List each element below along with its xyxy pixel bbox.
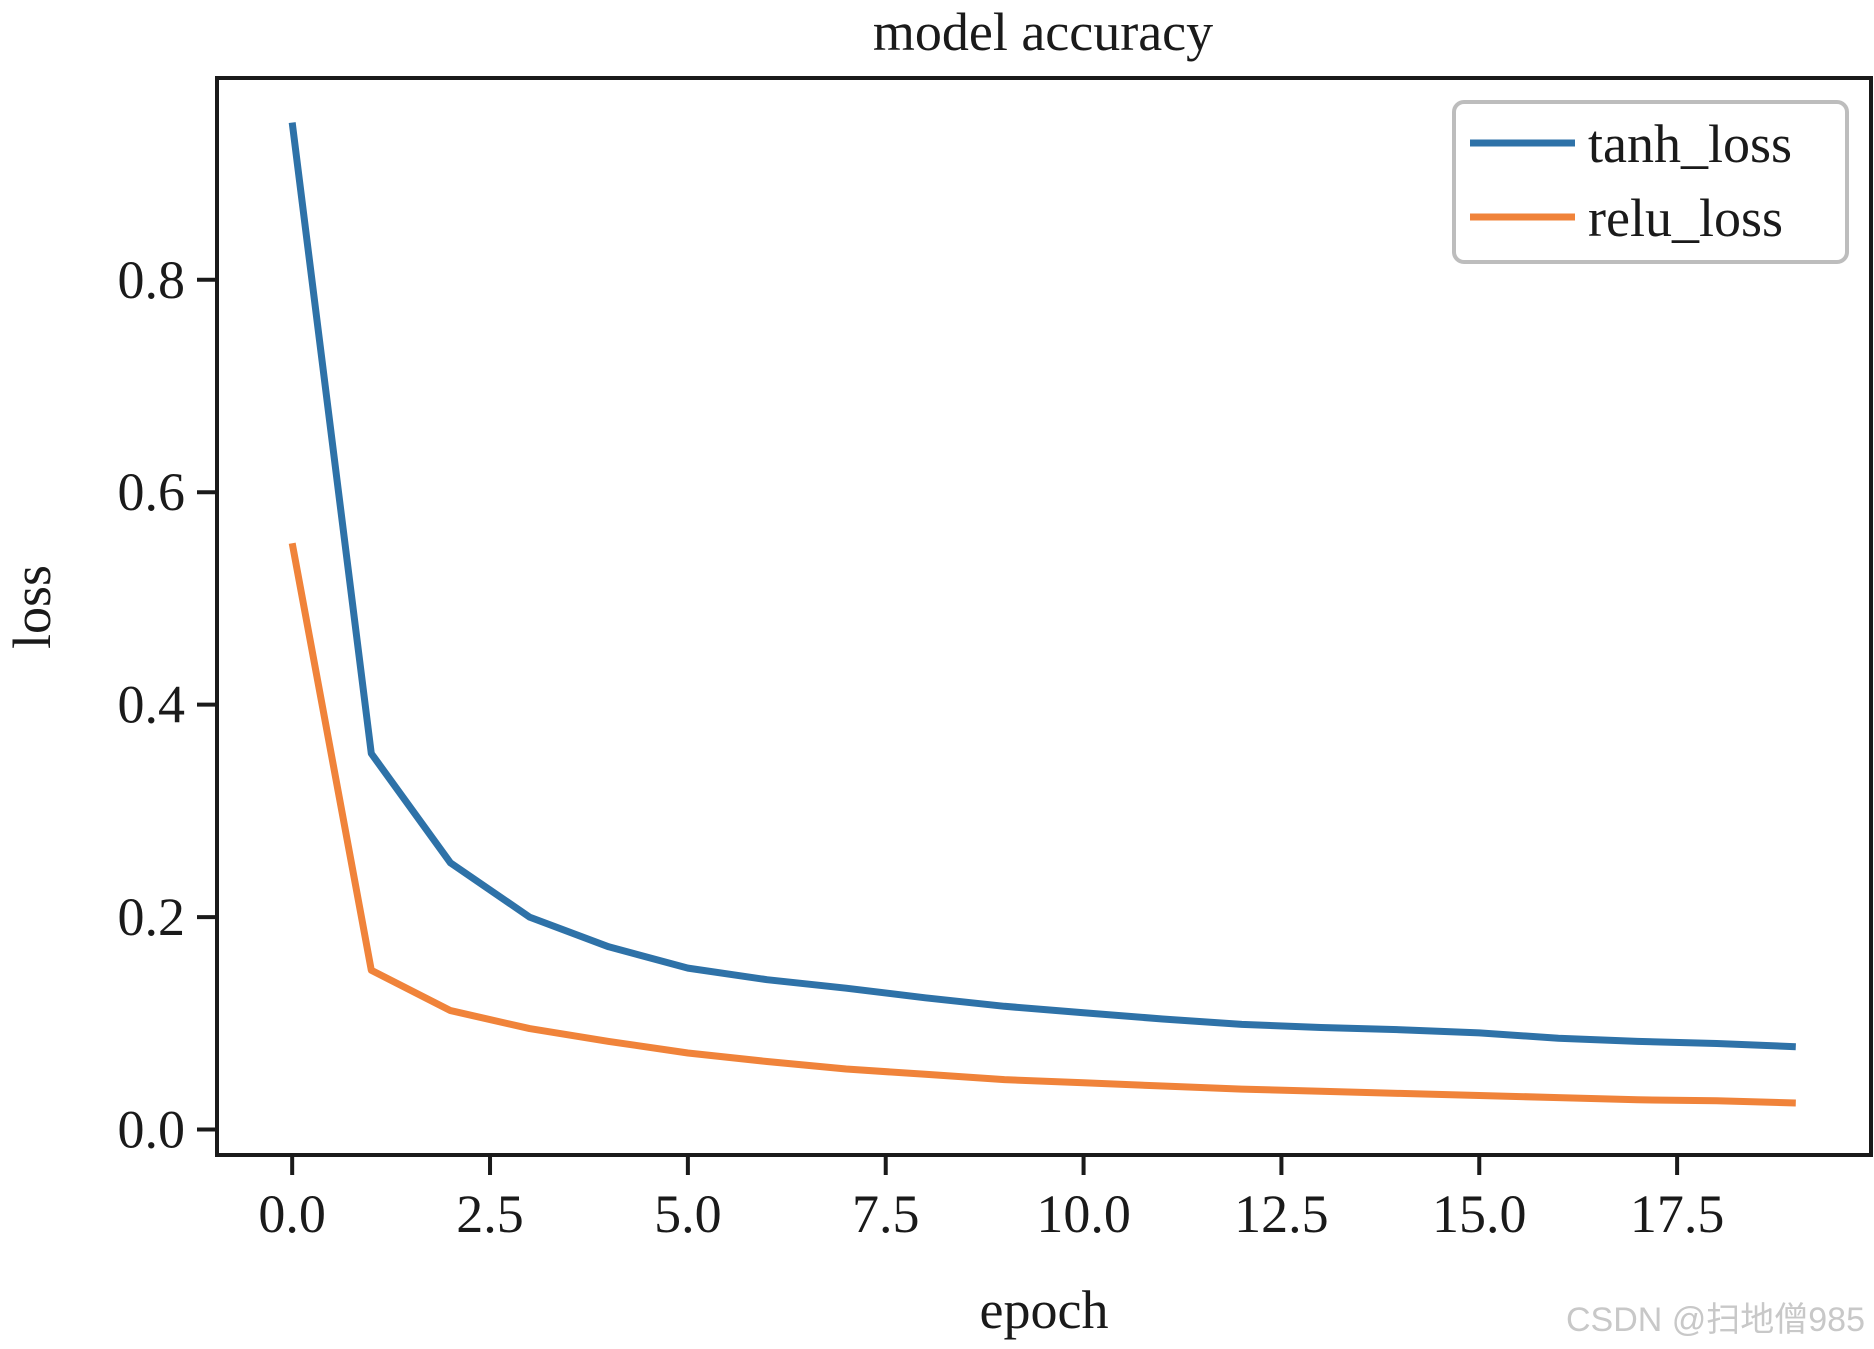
x-tick-label: 12.5	[1234, 1184, 1329, 1244]
y-axis-label: loss	[2, 565, 62, 649]
plot-frame	[215, 76, 1873, 1157]
x-axis-ticks: 0.0 2.5 5.0 7.5 10.0 12.5 15.0 17.5	[258, 1155, 1724, 1244]
x-tick-label: 0.0	[258, 1184, 326, 1244]
legend-label-tanh-loss: tanh_loss	[1588, 114, 1792, 174]
x-tick-label: 10.0	[1036, 1184, 1131, 1244]
y-tick-label: 0.2	[118, 887, 186, 947]
x-tick-label: 15.0	[1432, 1184, 1527, 1244]
y-tick-label: 0.6	[118, 462, 186, 522]
y-tick-label: 0.8	[118, 250, 186, 310]
y-tick-label: 0.0	[118, 1100, 186, 1160]
x-tick-label: 2.5	[456, 1184, 524, 1244]
watermark: CSDN @扫地僧985	[1566, 1301, 1865, 1339]
x-tick-label: 5.0	[654, 1184, 722, 1244]
x-axis-label: epoch	[980, 1280, 1109, 1340]
chart-title: model accuracy	[873, 2, 1213, 62]
x-tick-label: 17.5	[1630, 1184, 1725, 1244]
series-line-relu-loss	[288, 542, 1796, 1107]
legend-label-relu-loss: relu_loss	[1588, 188, 1783, 248]
y-tick-label: 0.4	[118, 675, 186, 735]
plot-lines	[288, 122, 1796, 1107]
series-line-tanh-loss	[288, 122, 1796, 1051]
x-tick-label: 7.5	[852, 1184, 920, 1244]
legend: tanh_loss relu_loss	[1452, 100, 1849, 264]
y-axis-ticks: 0.0 0.2 0.4 0.6 0.8	[118, 250, 217, 1160]
